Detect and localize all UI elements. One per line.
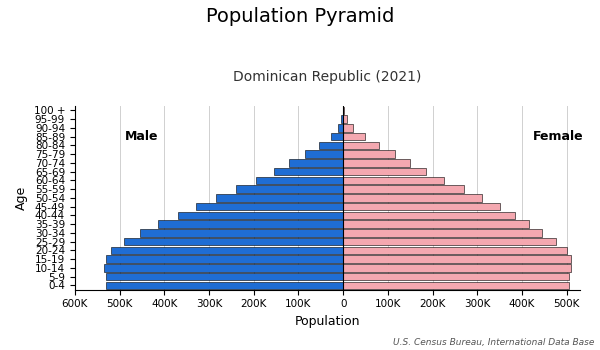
- Bar: [215, 194, 343, 202]
- Bar: [106, 282, 343, 289]
- Bar: [196, 203, 343, 210]
- Bar: [274, 168, 343, 175]
- Bar: [343, 273, 569, 280]
- Bar: [343, 194, 482, 202]
- Bar: [319, 142, 343, 149]
- Bar: [140, 229, 343, 237]
- X-axis label: Population: Population: [295, 315, 360, 328]
- Bar: [343, 282, 569, 289]
- Bar: [343, 238, 556, 245]
- Bar: [343, 212, 515, 219]
- Bar: [236, 186, 343, 193]
- Bar: [106, 273, 343, 280]
- Text: Female: Female: [533, 130, 583, 143]
- Bar: [110, 247, 343, 254]
- Bar: [343, 203, 500, 210]
- Bar: [343, 229, 542, 237]
- Bar: [158, 220, 343, 228]
- Bar: [343, 168, 426, 175]
- Bar: [343, 256, 571, 263]
- Bar: [343, 107, 344, 114]
- Bar: [343, 186, 464, 193]
- Text: U.S. Census Bureau, International Data Base: U.S. Census Bureau, International Data B…: [392, 337, 594, 346]
- Text: Population Pyramid: Population Pyramid: [206, 7, 394, 26]
- Bar: [289, 159, 343, 167]
- Bar: [341, 116, 343, 123]
- Bar: [343, 116, 347, 123]
- Bar: [343, 150, 395, 158]
- Bar: [106, 256, 343, 263]
- Bar: [343, 177, 444, 184]
- Bar: [343, 264, 571, 272]
- Bar: [305, 150, 343, 158]
- Bar: [343, 247, 567, 254]
- Text: Male: Male: [125, 130, 158, 143]
- Title: Dominican Republic (2021): Dominican Republic (2021): [233, 70, 422, 84]
- Y-axis label: Age: Age: [15, 186, 28, 210]
- Bar: [256, 177, 343, 184]
- Bar: [338, 124, 343, 132]
- Bar: [343, 133, 365, 140]
- Bar: [104, 264, 343, 272]
- Bar: [178, 212, 343, 219]
- Bar: [124, 238, 343, 245]
- Bar: [343, 220, 529, 228]
- Bar: [331, 133, 343, 140]
- Bar: [343, 142, 379, 149]
- Bar: [343, 159, 410, 167]
- Bar: [343, 124, 353, 132]
